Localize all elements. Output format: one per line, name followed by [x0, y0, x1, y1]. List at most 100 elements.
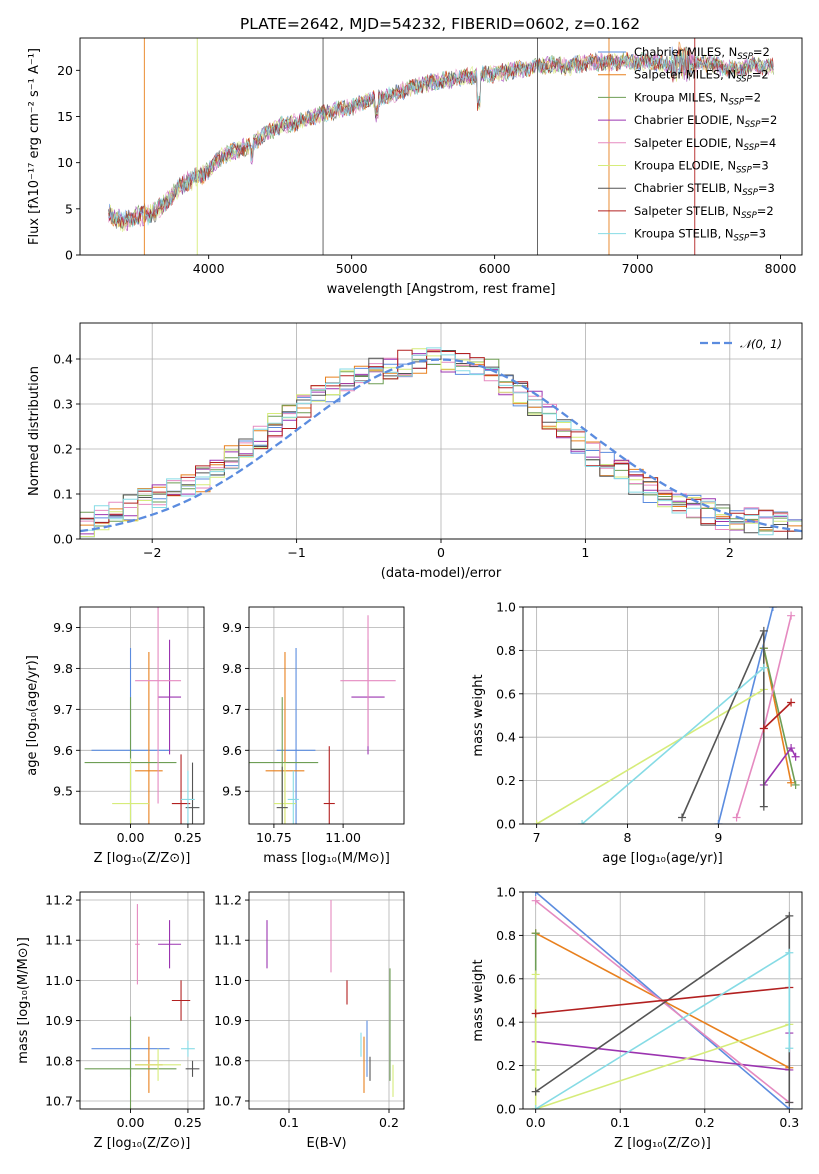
mass-weight-line [536, 688, 765, 824]
y-tick-label: 1.0 [496, 885, 516, 900]
x-tick-label: 0.00 [117, 1115, 145, 1130]
x-tick-label: 0.00 [117, 830, 145, 845]
mass-weight-marker [678, 813, 687, 822]
x-tick-label: 0 [437, 545, 445, 560]
mass-weight-marker [787, 744, 796, 753]
mass-weight-line [534, 974, 790, 1109]
x-tick-label: −1 [287, 545, 305, 560]
plot-area [84, 904, 200, 1109]
mass-weight-marker [532, 820, 541, 824]
y-tick-label: 0.8 [496, 928, 516, 943]
mass-weight-line [763, 648, 797, 786]
mass-weight-line [535, 900, 790, 1104]
y-tick-label: 10.7 [45, 1093, 73, 1108]
y-tick-label: 15 [57, 109, 73, 124]
x-tick-label: 0.1 [610, 1115, 630, 1130]
x-tick-label: 0.25 [174, 830, 202, 845]
y-tick-label: 11.0 [214, 973, 242, 988]
x-tick-label: 7000 [622, 261, 654, 276]
panel-mass_weight_vs_age: 7 8 9 0.0 0.2 0.4 0.6 0.8 1.0 age [log₁₀(age/yr)]… [471, 600, 803, 866]
figure-title: PLATE=2642, MJD=54232, FIBERID=0602, z=0… [240, 15, 640, 33]
x-tick-label: 2 [726, 545, 734, 560]
panel-mass_vs_Z: 0.00 0.25 10.7 10.8 10.9 11.0 11.1 11.2 Z [log₁₀… [16, 891, 205, 1151]
x-tick-label: 10.75 [256, 830, 292, 845]
y-tick-label: 20 [57, 63, 73, 78]
x-tick-label: 0.2 [695, 1115, 715, 1130]
plot-area [108, 38, 774, 255]
panel-mass_vs_ebv: 0.1 0.2 10.7 10.8 10.9 11.0 11.1 11.2 E(B-V) [214, 891, 405, 1151]
y-tick-label: 11.2 [45, 893, 73, 908]
y-tick-label: 0.0 [496, 817, 516, 832]
mass-weight-marker [768, 607, 777, 611]
normal-curve [80, 358, 802, 533]
plot-area [531, 892, 794, 1109]
x-tick-label: 0.2 [379, 1115, 399, 1130]
mass-weight-marker [785, 911, 794, 920]
mass-weight-marker [759, 724, 768, 733]
mass-weight-marker [732, 813, 741, 822]
y-tick-label: 5 [65, 201, 73, 216]
y-tick-label: 9.5 [222, 784, 242, 799]
legend-entry: Chabrier STELIB, NSSP=3 [634, 181, 775, 198]
mass-weight-marker [531, 1087, 540, 1096]
x-tick-label: 0.1 [279, 1115, 299, 1130]
x-tick-label: 8 [624, 830, 632, 845]
y-tick-label: 11.2 [214, 893, 242, 908]
y-tick-label: 10.9 [45, 1013, 73, 1028]
panel-mass_weight_vs_Z: 0.0 0.1 0.2 0.3 0.0 0.2 0.4 0.6 0.8 1.0 Z [log₁₀(Z… [471, 885, 803, 1151]
x-tick-label: 0.25 [174, 1115, 202, 1130]
x-tick-label: 6000 [479, 261, 511, 276]
x-tick-label: −2 [143, 545, 161, 560]
y-tick-label: 10.8 [45, 1053, 73, 1068]
x-tick-label: 8000 [765, 261, 797, 276]
panel-age_vs_mass: 10.75 11.00 9.5 9.6 9.7 9.8 9.9 mass [log₁₀(M/M… [222, 606, 405, 866]
mass-weight-marker [531, 896, 540, 905]
y-axis-label: Normed distribution [27, 366, 42, 496]
y-tick-label: 0.6 [496, 686, 516, 701]
legend-entry: Chabrier ELODIE, NSSP=2 [634, 113, 777, 130]
mass-weight-line [535, 951, 791, 1109]
plot-area [84, 607, 200, 824]
mass-weight-marker [531, 1105, 540, 1109]
legend-entry: Salpeter STELIB, NSSP=2 [634, 204, 774, 221]
mass-weight-marker [759, 802, 768, 811]
mass-weight-marker [714, 820, 723, 824]
y-tick-label: 0.2 [496, 1058, 516, 1073]
x-tick-label: 7 [533, 830, 541, 845]
plot-area [249, 615, 396, 824]
x-axis-label: mass [log₁₀(M/M⊙)] [263, 851, 390, 866]
y-tick-label: 0.4 [53, 352, 73, 367]
x-tick-label: 11.00 [325, 830, 361, 845]
panel-age_vs_Z: 0.00 0.25 9.5 9.6 9.7 9.8 9.9 Z [log₁₀(Z/Z⊙)] ag… [25, 606, 205, 866]
y-tick-label: 10 [57, 155, 73, 170]
x-tick-label: 1 [581, 545, 589, 560]
y-tick-label: 0.4 [496, 730, 516, 745]
y-tick-label: 9.7 [222, 702, 242, 717]
mass-weight-marker [787, 698, 796, 707]
y-tick-label: 9.6 [53, 743, 73, 758]
y-tick-label: 9.8 [222, 661, 242, 676]
y-tick-label: 0.6 [496, 971, 516, 986]
y-tick-label: 0.2 [53, 442, 73, 457]
axes-frame [522, 891, 803, 1110]
y-tick-label: 11.1 [45, 933, 73, 948]
mass-weight-marker [759, 663, 768, 672]
y-tick-label: 10.9 [214, 1013, 242, 1028]
axes-frame [248, 891, 405, 1110]
y-axis-label: mass weight [471, 674, 486, 756]
mass-weight-line [581, 667, 765, 824]
mass-weight-marker [531, 970, 540, 979]
mass-weight-marker [531, 1009, 540, 1018]
y-tick-label: 9.7 [53, 702, 73, 717]
y-tick-label: 0.4 [496, 1015, 516, 1030]
mass-weight-line [535, 986, 790, 1015]
x-axis-label: Z [log₁₀(Z/Z⊙)] [94, 851, 191, 866]
mass-weight-marker [787, 611, 796, 620]
mass-weight-marker [791, 780, 800, 789]
y-tick-label: 10.8 [214, 1053, 242, 1068]
plot-area [266, 900, 394, 1097]
x-tick-label: 9 [714, 830, 722, 845]
x-axis-label: E(B-V) [306, 1136, 346, 1151]
x-tick-label: 0.3 [779, 1115, 799, 1130]
